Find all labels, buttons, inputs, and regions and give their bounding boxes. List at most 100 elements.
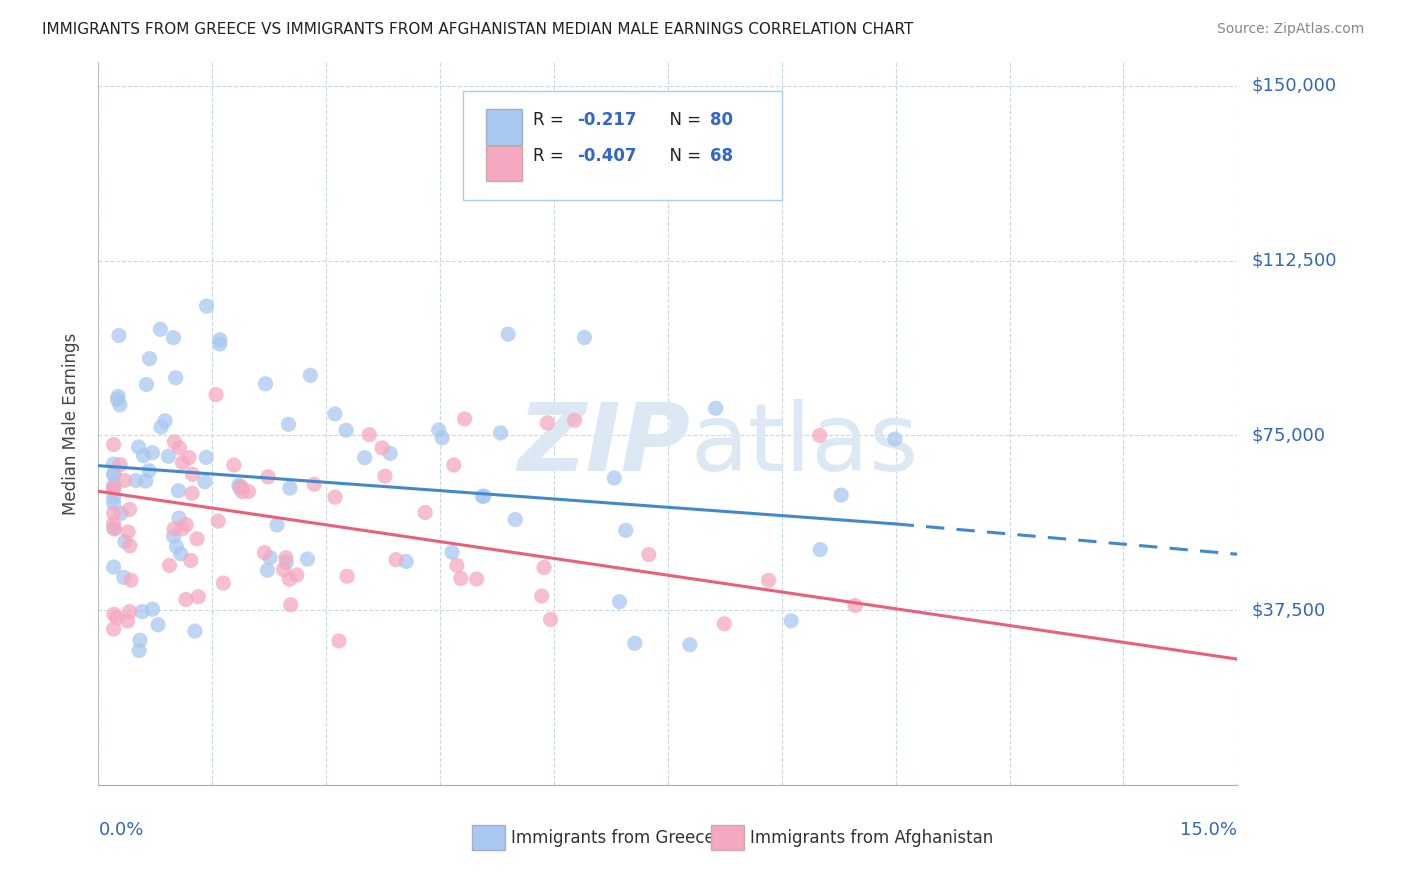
Point (427, 423, 450, 437)
Point (231, 484, 253, 499)
Point (170, 547, 193, 561)
Point (254, 376, 277, 391)
Text: ZIP: ZIP (517, 400, 690, 491)
Point (172, 456, 194, 470)
Point (780, 614, 803, 628)
Point (277, 417, 299, 432)
Point (105, 392, 128, 407)
Text: 68: 68 (710, 147, 733, 165)
Point (114, 474, 136, 488)
Point (489, 425, 512, 440)
Point (471, 489, 494, 503)
Point (159, 558, 181, 573)
Point (135, 377, 157, 392)
Point (103, 516, 125, 531)
Point (118, 605, 141, 619)
Point (374, 469, 396, 483)
Text: R =: R = (533, 112, 569, 129)
Point (758, 574, 780, 588)
Point (371, 441, 394, 455)
Point (323, 490, 346, 504)
Point (103, 607, 125, 622)
FancyBboxPatch shape (485, 145, 522, 181)
Point (450, 572, 472, 586)
Point (103, 467, 125, 482)
Text: 15.0%: 15.0% (1180, 821, 1237, 839)
Text: $150,000: $150,000 (1251, 77, 1336, 95)
Point (180, 553, 202, 567)
Text: $37,500: $37,500 (1251, 601, 1326, 619)
Point (169, 441, 191, 455)
Point (103, 560, 125, 574)
FancyBboxPatch shape (463, 91, 782, 200)
Point (808, 542, 831, 557)
Point (114, 534, 136, 549)
Point (208, 337, 231, 351)
Point (395, 555, 418, 569)
Y-axis label: Median Male Earnings: Median Male Earnings (62, 333, 80, 515)
Point (125, 474, 148, 488)
Text: Source: ZipAtlas.com: Source: ZipAtlas.com (1216, 22, 1364, 37)
Point (574, 330, 596, 344)
Point (385, 552, 408, 566)
Text: $112,500: $112,500 (1251, 252, 1337, 269)
Point (453, 412, 475, 426)
Text: -0.407: -0.407 (576, 147, 637, 165)
Point (162, 331, 184, 345)
Point (465, 572, 488, 586)
Point (430, 431, 453, 445)
Point (165, 540, 187, 554)
Point (107, 389, 129, 403)
Text: 0.0%: 0.0% (98, 821, 143, 839)
Point (276, 555, 298, 569)
Point (162, 529, 184, 543)
Point (112, 570, 135, 584)
Point (440, 545, 463, 559)
Point (118, 502, 141, 516)
Point (883, 432, 905, 446)
Point (713, 616, 735, 631)
Point (117, 614, 139, 628)
Point (163, 434, 186, 449)
Text: 80: 80 (710, 112, 733, 129)
Point (146, 617, 169, 632)
Point (157, 449, 180, 463)
Point (679, 638, 702, 652)
Point (108, 458, 131, 472)
Point (110, 507, 132, 521)
Point (830, 488, 852, 502)
Point (149, 322, 172, 336)
Point (280, 598, 302, 612)
Point (207, 514, 229, 528)
Point (103, 437, 125, 451)
Point (167, 483, 190, 498)
Point (603, 471, 626, 485)
Point (174, 517, 197, 532)
Point (228, 478, 250, 492)
Point (231, 480, 253, 494)
Point (163, 522, 186, 536)
Point (132, 449, 155, 463)
Point (131, 605, 153, 619)
Point (808, 428, 831, 442)
FancyBboxPatch shape (485, 110, 522, 145)
Point (181, 467, 204, 482)
Point (177, 450, 200, 465)
Point (187, 590, 209, 604)
Point (614, 523, 637, 537)
Point (103, 522, 125, 536)
Point (205, 387, 228, 401)
Point (141, 602, 163, 616)
Point (443, 458, 465, 472)
Point (138, 351, 160, 366)
Point (103, 478, 125, 492)
Point (128, 643, 150, 657)
Point (195, 299, 218, 313)
Point (138, 464, 160, 478)
Point (609, 595, 631, 609)
Point (186, 532, 208, 546)
Point (103, 467, 125, 482)
Point (503, 512, 526, 526)
Point (117, 524, 139, 539)
Point (564, 413, 586, 427)
